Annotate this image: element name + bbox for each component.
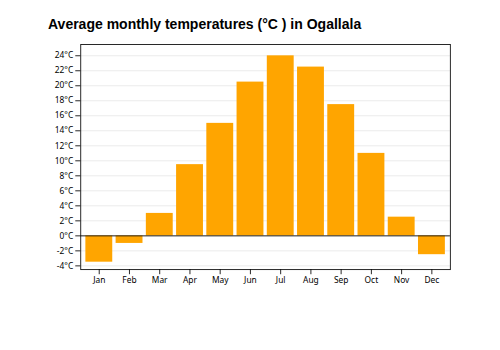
svg-text:10°C: 10°C <box>55 154 74 165</box>
svg-text:4°C: 4°C <box>60 200 74 211</box>
svg-text:-4°C: -4°C <box>57 260 74 271</box>
svg-text:-2°C: -2°C <box>57 245 74 256</box>
svg-text:Jul: Jul <box>275 274 286 285</box>
svg-text:20°C: 20°C <box>55 79 74 90</box>
svg-text:12°C: 12°C <box>55 139 74 150</box>
svg-text:Jan: Jan <box>92 274 105 285</box>
svg-text:18°C: 18°C <box>55 94 74 105</box>
svg-text:Dec: Dec <box>424 274 439 285</box>
svg-text:Feb: Feb <box>122 274 136 285</box>
svg-text:Aug: Aug <box>303 274 319 285</box>
svg-text:Oct: Oct <box>365 274 379 285</box>
svg-text:24°C: 24°C <box>55 49 74 60</box>
svg-text:14°C: 14°C <box>55 124 74 135</box>
svg-text:Sep: Sep <box>334 274 348 285</box>
svg-text:8°C: 8°C <box>60 170 74 181</box>
svg-text:Mar: Mar <box>152 274 168 285</box>
svg-text:2°C: 2°C <box>60 215 74 226</box>
svg-text:6°C: 6°C <box>60 185 74 196</box>
svg-text:Jun: Jun <box>243 274 257 285</box>
svg-text:Apr: Apr <box>183 274 198 285</box>
svg-text:0°C: 0°C <box>60 230 74 241</box>
svg-text:Nov: Nov <box>394 274 410 285</box>
html-text:Average monthly temperatures (: Average monthly temperatures (°C ) in Og… <box>48 16 362 32</box>
svg-text:May: May <box>212 274 229 285</box>
svg-text:22°C: 22°C <box>55 64 74 75</box>
svg-text:16°C: 16°C <box>55 109 74 120</box>
